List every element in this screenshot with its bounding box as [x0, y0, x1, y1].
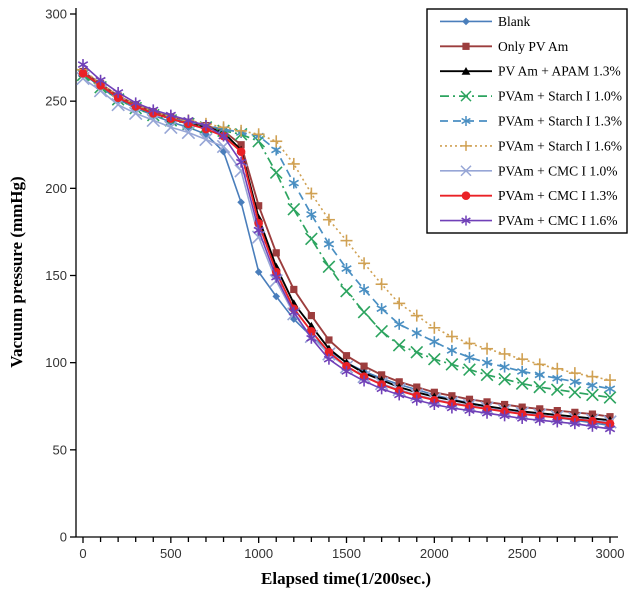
- legend-entry-pv-am-apam-1-3: PV Am + APAM 1.3%: [440, 64, 621, 79]
- legend-entry-pvam-starch-i-1-3: PVAm + Starch I 1.3%: [440, 114, 622, 129]
- legend-label: PVAm + Starch I 1.0%: [498, 89, 622, 104]
- x-tick-label: 1500: [332, 546, 361, 561]
- x-tick-label: 1000: [244, 546, 273, 561]
- y-tick-label: 0: [60, 530, 67, 545]
- y-tick-label: 150: [45, 268, 67, 283]
- y-tick-label: 50: [53, 442, 67, 457]
- x-tick-label: 500: [160, 546, 182, 561]
- legend-label: PVAm + CMC I 1.6%: [498, 213, 618, 228]
- y-tick-label: 250: [45, 94, 67, 109]
- legend-entry-pvam-starch-i-1-6: PVAm + Starch I 1.6%: [440, 138, 622, 153]
- legend-label: Blank: [498, 14, 530, 29]
- legend-label: Only PV Am: [498, 39, 569, 54]
- x-tick-label: 2500: [508, 546, 537, 561]
- legend-entry-pvam-cmc-i-1-3: PVAm + CMC I 1.3%: [440, 188, 618, 203]
- y-tick-label: 200: [45, 181, 67, 196]
- x-tick-label: 2000: [420, 546, 449, 561]
- legend-label: PV Am + APAM 1.3%: [498, 64, 621, 79]
- y-tick-label: 100: [45, 355, 67, 370]
- x-tick-label: 0: [79, 546, 86, 561]
- legend-entry-pvam-cmc-i-1-6: PVAm + CMC I 1.6%: [440, 213, 618, 228]
- legend-label: PVAm + Starch I 1.6%: [498, 138, 622, 153]
- series-pvam-cmc-i-1-6: [77, 59, 616, 435]
- legend-entry-blank: Blank: [440, 14, 530, 29]
- legend-label: PVAm + CMC I 1.0%: [498, 163, 618, 178]
- y-axis-title: Vacuum pressure (mmHg): [7, 176, 26, 368]
- y-tick-labels: 0 50 100 150 200 250 300: [45, 7, 76, 545]
- y-tick-label: 300: [45, 7, 67, 22]
- x-tick-label: 3000: [596, 546, 625, 561]
- x-axis-title: Elapsed time(1/200sec.): [261, 569, 431, 588]
- legend: Blank Only PV Am PV Am + APAM 1.3% PVAm + S…: [426, 8, 628, 234]
- legend-entry-pvam-cmc-i-1-0: PVAm + CMC I 1.0%: [440, 163, 618, 178]
- legend-label: PVAm + Starch I 1.3%: [498, 114, 622, 129]
- legend-entry-pvam-starch-i-1-0: PVAm + Starch I 1.0%: [440, 89, 622, 104]
- legend-label: PVAm + CMC I 1.3%: [498, 188, 618, 203]
- legend-entry-only-pv-am: Only PV Am: [440, 39, 569, 54]
- x-tick-labels: 0 500 1000 1500 2000 2500 3000: [79, 537, 624, 561]
